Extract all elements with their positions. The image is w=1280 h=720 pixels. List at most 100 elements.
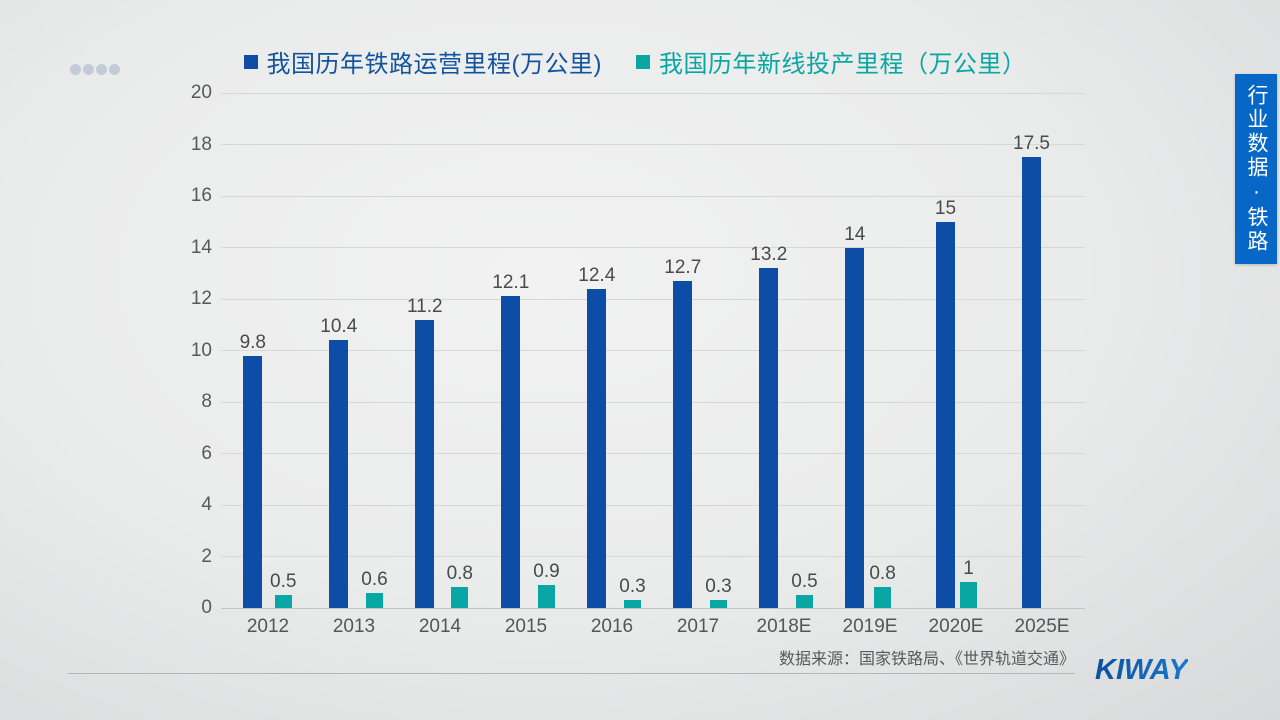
footer-divider: [68, 673, 1075, 674]
bar-group: 14 0.8: [827, 93, 913, 608]
x-axis-labels: 2012 2013 2014 2015 2016 2017 2018E 2019E 2020E 2…: [225, 616, 1085, 638]
operating-mileage-bar: [673, 280, 693, 608]
bar-value-label: 9.8: [239, 331, 266, 353]
bar-value-label: 0.8: [446, 563, 473, 585]
x-tick-label: 2019E: [842, 616, 898, 637]
operating-mileage-bar: [845, 247, 865, 608]
y-tick-label: 2: [201, 545, 212, 567]
gridline: [221, 195, 1085, 197]
new-line-bar-column: 0.3: [619, 93, 646, 608]
operating-mileage-bar-column: 13.2: [750, 93, 787, 608]
bar-group: 12.1 0.9: [483, 93, 569, 608]
operating-mileage-bar-column: 9.8: [240, 93, 266, 608]
x-tick-label: 2018E: [756, 616, 812, 637]
y-tick-label: 0: [201, 597, 212, 618]
operating-mileage-bar-column: 17.5: [1013, 93, 1050, 608]
bar-value-label: 0.6: [361, 568, 388, 590]
bar-value-label: 0.3: [619, 576, 646, 598]
bar-value-label: 12.4: [578, 264, 616, 286]
y-tick-label: 8: [201, 391, 212, 412]
y-tick-label: 10: [190, 339, 212, 361]
operating-mileage-bar: [329, 340, 349, 608]
legend-label-new-line: 我国历年新线投产里程（万公里）: [658, 51, 1027, 78]
x-tick-label: 2025E: [1014, 616, 1070, 637]
sidebar-tab-industry-data-railway: 行业数据·铁路: [1235, 74, 1277, 264]
new-line-bar-column: 1: [960, 93, 978, 608]
legend-label-operating-mileage: 我国历年铁路运营里程(万公里): [266, 51, 602, 78]
plot-area: [221, 92, 1085, 609]
data-source-note: 数据来源：国家铁路局、《世界轨道交通》: [778, 651, 1075, 668]
bar-group: 15 1: [913, 93, 999, 608]
dot-icon: [83, 64, 94, 75]
operating-mileage-bar: [1021, 157, 1041, 608]
dot-icon: [96, 64, 107, 75]
dot-icon: [109, 64, 120, 75]
y-tick-label: 12: [190, 288, 212, 309]
gridline: [221, 504, 1085, 506]
y-tick-label: 14: [190, 236, 212, 258]
x-tick-label: 2013: [332, 616, 376, 637]
operating-mileage-bar-column: 15: [935, 93, 956, 608]
new-line-bar: [623, 600, 641, 608]
y-tick-label: 16: [190, 185, 212, 206]
x-tick-label: 2017: [676, 616, 720, 637]
bar-value-label: 0.8: [869, 563, 896, 585]
bar-value-label: 0.5: [791, 571, 818, 593]
pagination-dots: [70, 64, 120, 75]
bar-group: 12.7 0.3: [655, 93, 741, 608]
gridline: [221, 144, 1085, 145]
operating-mileage-bar: [759, 268, 779, 608]
operating-mileage-bar: [587, 288, 607, 608]
operating-mileage-bar-column: 12.4: [578, 93, 615, 608]
new-line-bar: [365, 592, 383, 608]
gridline: [221, 92, 1085, 94]
chart-legend: 我国历年铁路运营里程(万公里) 我国历年新线投产里程（万公里）: [0, 44, 1270, 79]
bar-value-label: 13.2: [750, 244, 788, 266]
new-line-bar: [709, 600, 727, 608]
operating-mileage-bar-column: 12.1: [492, 93, 529, 608]
bar-value-label: 1: [963, 558, 974, 580]
bar-group: 10.4 0.6: [311, 93, 397, 608]
gridline: [221, 247, 1085, 248]
bar-value-label: 0.3: [705, 576, 732, 598]
bar-value-label: 0.5: [270, 571, 297, 593]
operating-mileage-bar-column: 11.2: [407, 93, 443, 608]
gridline: [221, 350, 1085, 351]
y-tick-label: 4: [201, 494, 212, 515]
kiway-logo: KIWAY: [1095, 654, 1188, 686]
bar-value-label: 17.5: [1013, 133, 1050, 155]
new-line-bar-column: 0.8: [869, 93, 896, 608]
gridline: [221, 453, 1085, 454]
new-line-bar-column: 0.6: [361, 93, 388, 608]
bar-series-area: 9.8 0.5 10.4 0.6 11.2 0.8 12.1 0.9 12.4 0.3 12.7 0.…: [225, 93, 1085, 608]
new-line-bar-column: 0.5: [791, 93, 818, 608]
bar-value-label: 12.1: [492, 272, 530, 294]
bar-group: 13.2 0.5: [741, 93, 827, 608]
bar-value-label: 12.7: [664, 256, 702, 278]
operating-mileage-bar: [243, 355, 263, 608]
x-tick-label: 2020E: [928, 616, 984, 637]
new-line-bar-column: 0.8: [447, 93, 473, 608]
operating-mileage-bar-column: 10.4: [320, 93, 357, 608]
new-line-bar: [451, 587, 469, 608]
legend-swatch-new-line: [635, 54, 650, 69]
bar-value-label: 15: [934, 197, 957, 219]
bar-group: 9.8 0.5: [225, 93, 311, 608]
bar-value-label: 11.2: [407, 295, 443, 317]
new-line-bar: [274, 595, 292, 608]
new-line-bar: [874, 587, 892, 608]
y-tick-label: 20: [190, 82, 212, 103]
legend-item-new-line: 我国历年新线投产里程（万公里）: [635, 44, 1027, 79]
bar-value-label: 0.9: [533, 560, 560, 582]
new-line-bar: [537, 584, 555, 608]
legend-item-operating-mileage: 我国历年铁路运营里程(万公里): [243, 44, 602, 79]
operating-mileage-bar: [935, 221, 955, 608]
operating-mileage-bar-column: 14: [844, 93, 865, 608]
bar-group: 17.5: [999, 93, 1085, 608]
sidebar-tab-label: 行业数据·铁路: [1245, 84, 1268, 254]
legend-swatch-operating-mileage: [243, 54, 258, 69]
gridline: [221, 556, 1085, 557]
bar-value-label: 14: [844, 223, 866, 245]
dot-icon: [70, 64, 81, 75]
